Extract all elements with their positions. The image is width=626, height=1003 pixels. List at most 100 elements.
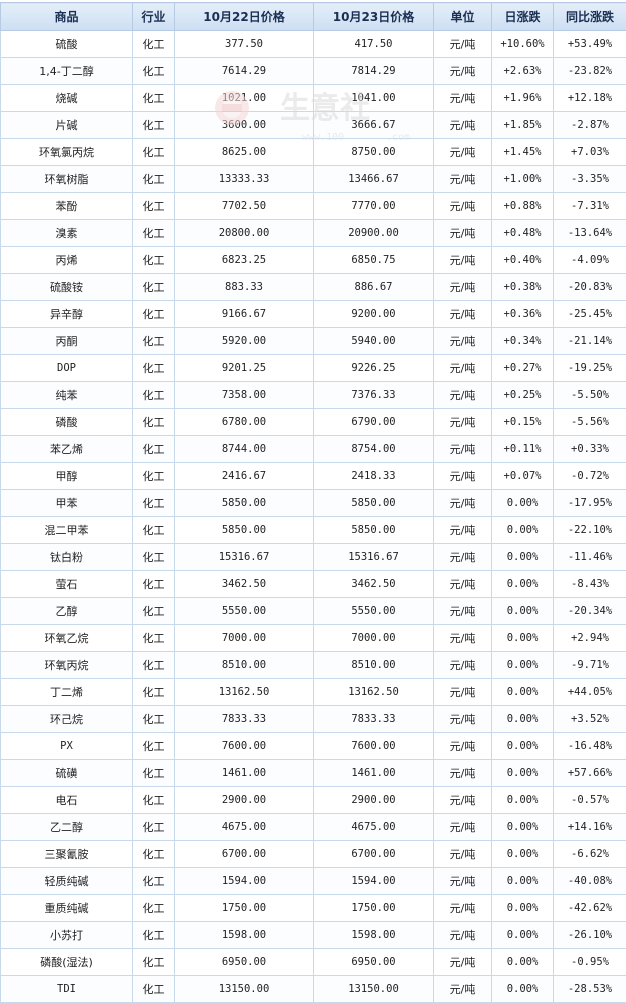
product-name[interactable]: 硫酸	[1, 31, 133, 58]
product-name[interactable]: 片碱	[1, 112, 133, 139]
price-oct23-cell: 5550.00	[314, 598, 434, 625]
product-name[interactable]: 苯乙烯	[1, 436, 133, 463]
price-oct22-cell: 15316.67	[175, 544, 314, 571]
col-header-price-oct22[interactable]: 10月22日价格	[175, 3, 314, 31]
unit-cell: 元/吨	[434, 922, 492, 949]
industry-cell: 化工	[133, 517, 175, 544]
product-name[interactable]: 异辛醇	[1, 301, 133, 328]
product-name[interactable]: 丁二烯	[1, 679, 133, 706]
unit-cell: 元/吨	[434, 409, 492, 436]
col-header-price-oct23[interactable]: 10月23日价格	[314, 3, 434, 31]
unit-cell: 元/吨	[434, 787, 492, 814]
product-name[interactable]: 环氧氯丙烷	[1, 139, 133, 166]
yoy-change-cell: -9.71%	[554, 652, 626, 679]
product-name[interactable]: 苯酚	[1, 193, 133, 220]
product-name[interactable]: 混二甲苯	[1, 517, 133, 544]
unit-cell: 元/吨	[434, 868, 492, 895]
product-name[interactable]: 乙醇	[1, 598, 133, 625]
product-name[interactable]: 三聚氰胺	[1, 841, 133, 868]
yoy-change-cell: -6.62%	[554, 841, 626, 868]
price-oct22-cell: 8625.00	[175, 139, 314, 166]
product-name[interactable]: 重质纯碱	[1, 895, 133, 922]
product-name[interactable]: 磷酸(湿法)	[1, 949, 133, 976]
daily-change-cell: +2.63%	[492, 58, 554, 85]
product-name[interactable]: 乙二醇	[1, 814, 133, 841]
unit-cell: 元/吨	[434, 571, 492, 598]
unit-cell: 元/吨	[434, 85, 492, 112]
product-name[interactable]: DOP	[1, 355, 133, 382]
yoy-change-cell: -8.43%	[554, 571, 626, 598]
product-name[interactable]: 钛白粉	[1, 544, 133, 571]
price-oct23-cell: 2418.33	[314, 463, 434, 490]
daily-change-cell: +1.45%	[492, 139, 554, 166]
product-name[interactable]: 环己烷	[1, 706, 133, 733]
product-name[interactable]: 小苏打	[1, 922, 133, 949]
daily-change-cell: 0.00%	[492, 760, 554, 787]
product-name[interactable]: 烧碱	[1, 85, 133, 112]
daily-change-cell: 0.00%	[492, 787, 554, 814]
product-name[interactable]: 环氧丙烷	[1, 652, 133, 679]
unit-cell: 元/吨	[434, 31, 492, 58]
industry-cell: 化工	[133, 85, 175, 112]
product-name[interactable]: 纯苯	[1, 382, 133, 409]
daily-change-cell: +0.40%	[492, 247, 554, 274]
col-header-daily-change[interactable]: 日涨跌	[492, 3, 554, 31]
industry-cell: 化工	[133, 787, 175, 814]
daily-change-cell: 0.00%	[492, 922, 554, 949]
daily-change-cell: +1.85%	[492, 112, 554, 139]
unit-cell: 元/吨	[434, 679, 492, 706]
price-oct23-cell: 5940.00	[314, 328, 434, 355]
product-name[interactable]: 丙酮	[1, 328, 133, 355]
price-oct23-cell: 9226.25	[314, 355, 434, 382]
price-oct22-cell: 3462.50	[175, 571, 314, 598]
product-name[interactable]: 甲苯	[1, 490, 133, 517]
product-name[interactable]: 环氧树脂	[1, 166, 133, 193]
daily-change-cell: 0.00%	[492, 841, 554, 868]
product-name[interactable]: 溴素	[1, 220, 133, 247]
product-name[interactable]: 环氧乙烷	[1, 625, 133, 652]
price-oct22-cell: 8744.00	[175, 436, 314, 463]
yoy-change-cell: +57.66%	[554, 760, 626, 787]
product-name[interactable]: 硫酸铵	[1, 274, 133, 301]
product-name[interactable]: 甲醇	[1, 463, 133, 490]
product-name[interactable]: 电石	[1, 787, 133, 814]
product-name[interactable]: 轻质纯碱	[1, 868, 133, 895]
product-name[interactable]: 磷酸	[1, 409, 133, 436]
col-header-industry[interactable]: 行业	[133, 3, 175, 31]
industry-cell: 化工	[133, 544, 175, 571]
product-name[interactable]: 萤石	[1, 571, 133, 598]
product-name[interactable]: TDI	[1, 976, 133, 1003]
yoy-change-cell: -13.64%	[554, 220, 626, 247]
daily-change-cell: +0.88%	[492, 193, 554, 220]
col-header-product[interactable]: 商品	[1, 3, 133, 31]
col-header-unit[interactable]: 单位	[434, 3, 492, 31]
price-oct23-cell: 7814.29	[314, 58, 434, 85]
yoy-change-cell: -16.48%	[554, 733, 626, 760]
industry-cell: 化工	[133, 760, 175, 787]
product-name[interactable]: 硫磺	[1, 760, 133, 787]
product-name[interactable]: 丙烯	[1, 247, 133, 274]
product-name[interactable]: PX	[1, 733, 133, 760]
price-oct22-cell: 7358.00	[175, 382, 314, 409]
price-oct23-cell: 9200.00	[314, 301, 434, 328]
product-name[interactable]: 1,4-丁二醇	[1, 58, 133, 85]
price-oct22-cell: 7600.00	[175, 733, 314, 760]
col-header-yoy-change[interactable]: 同比涨跌	[554, 3, 626, 31]
yoy-change-cell: -17.95%	[554, 490, 626, 517]
daily-change-cell: 0.00%	[492, 976, 554, 1003]
industry-cell: 化工	[133, 679, 175, 706]
industry-cell: 化工	[133, 706, 175, 733]
price-oct22-cell: 20800.00	[175, 220, 314, 247]
price-oct22-cell: 1021.00	[175, 85, 314, 112]
daily-change-cell: +0.15%	[492, 409, 554, 436]
